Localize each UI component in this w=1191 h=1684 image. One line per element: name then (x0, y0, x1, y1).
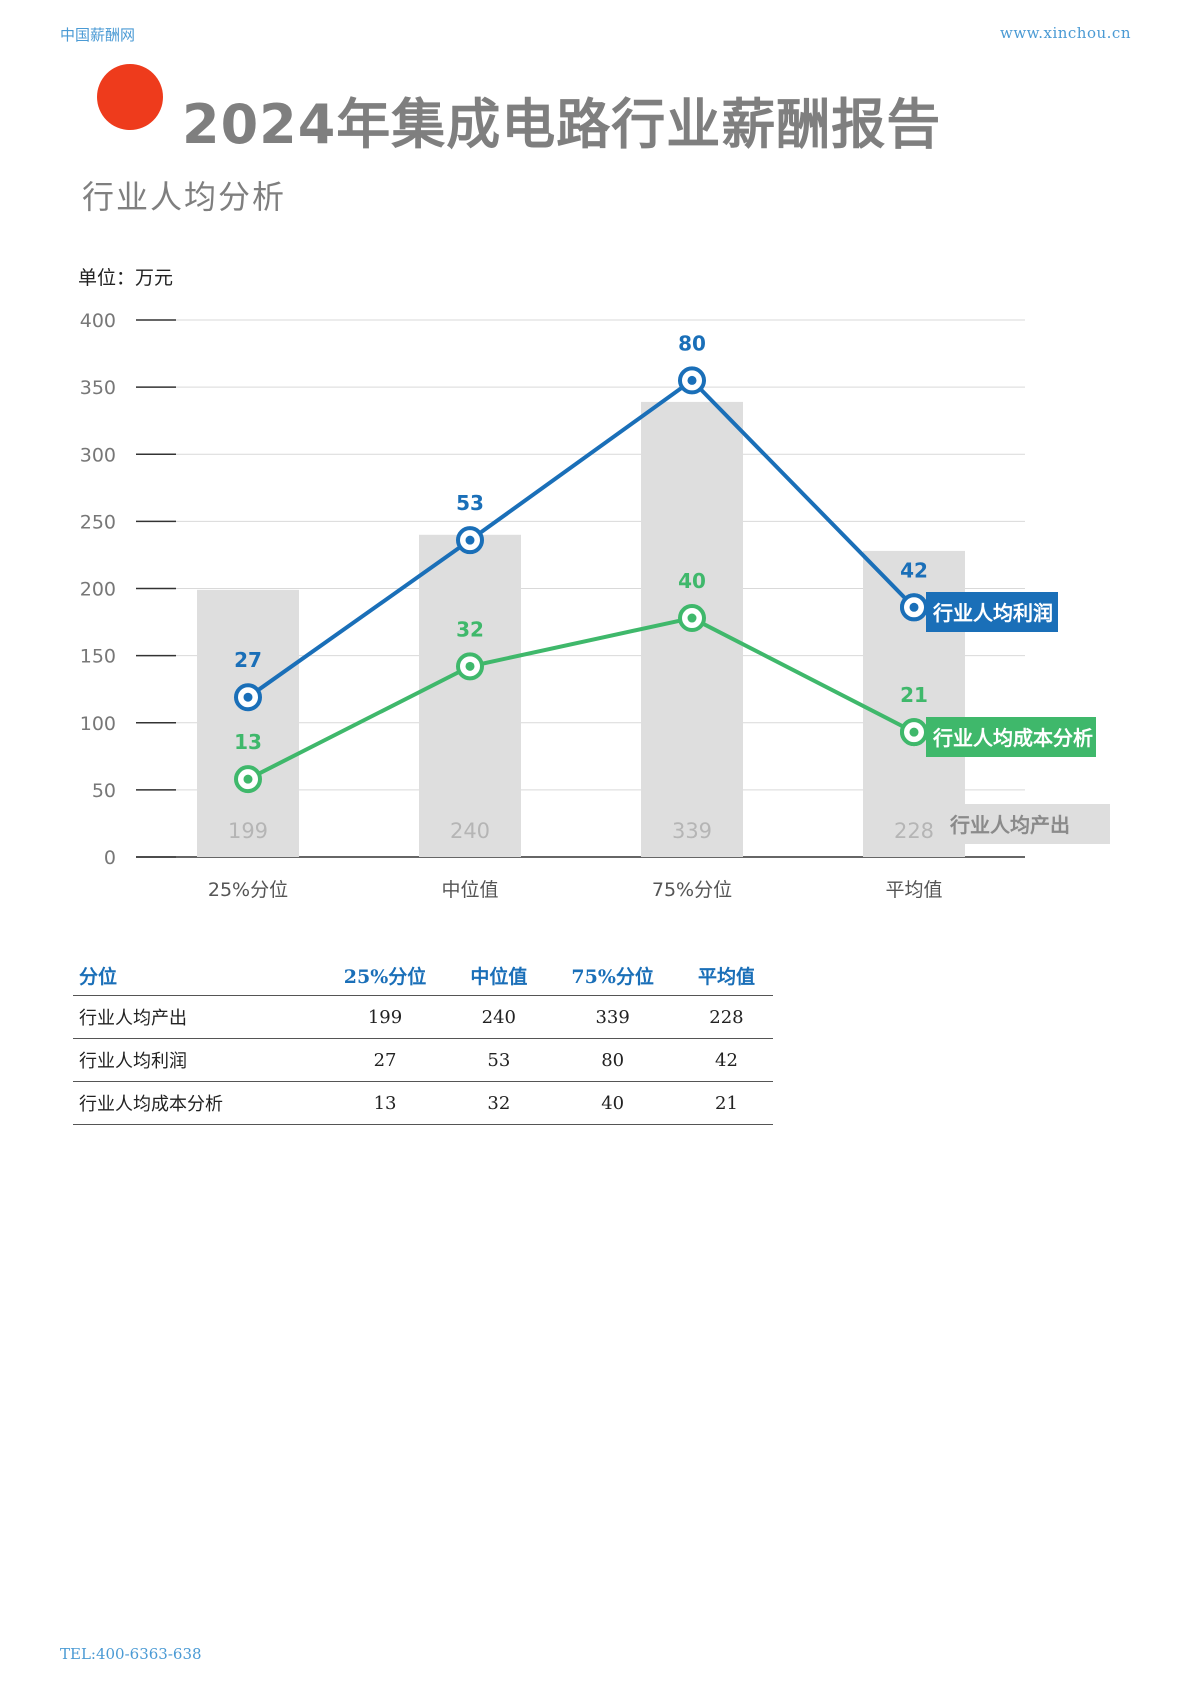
table-cell: 228 (679, 995, 773, 1039)
data-label: 32 (456, 617, 484, 641)
data-label: 53 (456, 491, 484, 515)
y-tick-label: 400 (80, 310, 116, 332)
bar-value-label: 339 (672, 819, 712, 843)
y-tick-label: 50 (92, 780, 116, 802)
data-label: 13 (234, 730, 262, 754)
y-tick-label: 250 (80, 511, 116, 533)
series-line (246, 378, 916, 699)
lines (234, 366, 928, 794)
x-tick-label: 25%分位 (208, 879, 288, 901)
table-cell: 240 (452, 995, 546, 1039)
data-label: 80 (678, 331, 706, 355)
data-table: 分位 25%分位 中位值 75%分位 平均值 行业人均产出 199 240 33… (73, 955, 773, 1125)
table-cell: 80 (545, 1038, 680, 1082)
row-label: 行业人均产出 (73, 995, 318, 1039)
legend-bar-label: 行业人均产出 (949, 813, 1070, 837)
labels: 199 240 339 228 25%分位 中位值 75%分位 平均值 行业人均产出 27 53 80… (208, 331, 1110, 901)
row-label: 行业人均利润 (73, 1038, 318, 1082)
brand-name: 中国薪酬网 (60, 26, 136, 44)
legend-bar-swatch (940, 804, 1110, 844)
table-row: 行业人均利润 27 53 80 42 (73, 1038, 773, 1082)
table-cell: 42 (679, 1038, 773, 1082)
page-title: 2024年集成电路行业薪酬报告 (182, 93, 942, 156)
table-cell: 13 (317, 1081, 453, 1125)
table-cell: 199 (317, 995, 453, 1039)
table-cell: 21 (679, 1081, 773, 1125)
table-cell: 32 (452, 1081, 546, 1125)
site-url[interactable]: www.xinchou.cn (999, 24, 1131, 42)
table-header-cell: 平均值 (679, 955, 773, 996)
legend-line-swatch (926, 592, 1058, 632)
section-subtitle: 行业人均分析 (82, 178, 287, 216)
table-row: 行业人均产出 199 240 339 228 (73, 995, 773, 1039)
table-header-cell: 75%分位 (545, 955, 680, 996)
x-tick-label: 中位值 (441, 879, 498, 901)
bar-value-label: 228 (894, 819, 934, 843)
table-header-row: 分位 25%分位 中位值 75%分位 平均值 (73, 955, 773, 996)
title-accent-dot (97, 64, 163, 130)
data-point-center (465, 535, 475, 545)
table-cell: 53 (452, 1038, 546, 1082)
data-label: 21 (900, 683, 928, 707)
series-line (247, 616, 915, 781)
legend-line-label: 行业人均利润 (932, 601, 1053, 625)
y-tick-label: 0 (104, 847, 116, 869)
table-header-cell: 分位 (73, 955, 318, 996)
bar-value-label: 240 (450, 819, 490, 843)
legend-line-swatch (926, 717, 1096, 757)
y-tick-label: 100 (80, 713, 116, 735)
row-label: 行业人均成本分析 (73, 1081, 318, 1125)
legend-line-label: 行业人均成本分析 (932, 726, 1093, 750)
x-tick-label: 75%分位 (652, 879, 732, 901)
x-tick-label: 平均值 (885, 879, 942, 901)
data-point-center (687, 375, 697, 385)
data-point-center (243, 774, 253, 784)
table-cell: 27 (317, 1038, 453, 1082)
data-point-center (465, 661, 475, 671)
data-label: 40 (678, 569, 706, 593)
data-point-center (687, 613, 697, 623)
y-tick-label: 350 (80, 377, 116, 399)
data-point-center (909, 602, 919, 612)
footer-tel: TEL:400-6363-638 (60, 1645, 202, 1663)
table-cell: 40 (545, 1081, 680, 1125)
unit-label: 单位：万元 (78, 267, 174, 289)
y-tick-label: 200 (80, 579, 116, 601)
combo-chart: 0 50 100 150 200 250 300 350 400 199 240 339 228 25%… (80, 310, 1110, 901)
table-header-cell: 25%分位 (317, 955, 453, 996)
bar-value-label: 199 (228, 819, 268, 843)
bar (197, 589, 299, 857)
data-label: 27 (234, 648, 262, 672)
bar (419, 534, 521, 857)
table-cell: 339 (545, 995, 680, 1039)
data-label: 42 (900, 558, 928, 582)
y-tick-label: 300 (80, 444, 116, 466)
bars (197, 401, 965, 857)
data-point-center (243, 692, 253, 702)
data-point-center (909, 727, 919, 737)
table-row: 行业人均成本分析 13 32 40 21 (73, 1081, 773, 1125)
table-header-cell: 中位值 (452, 955, 546, 996)
y-tick-label: 150 (80, 646, 116, 668)
